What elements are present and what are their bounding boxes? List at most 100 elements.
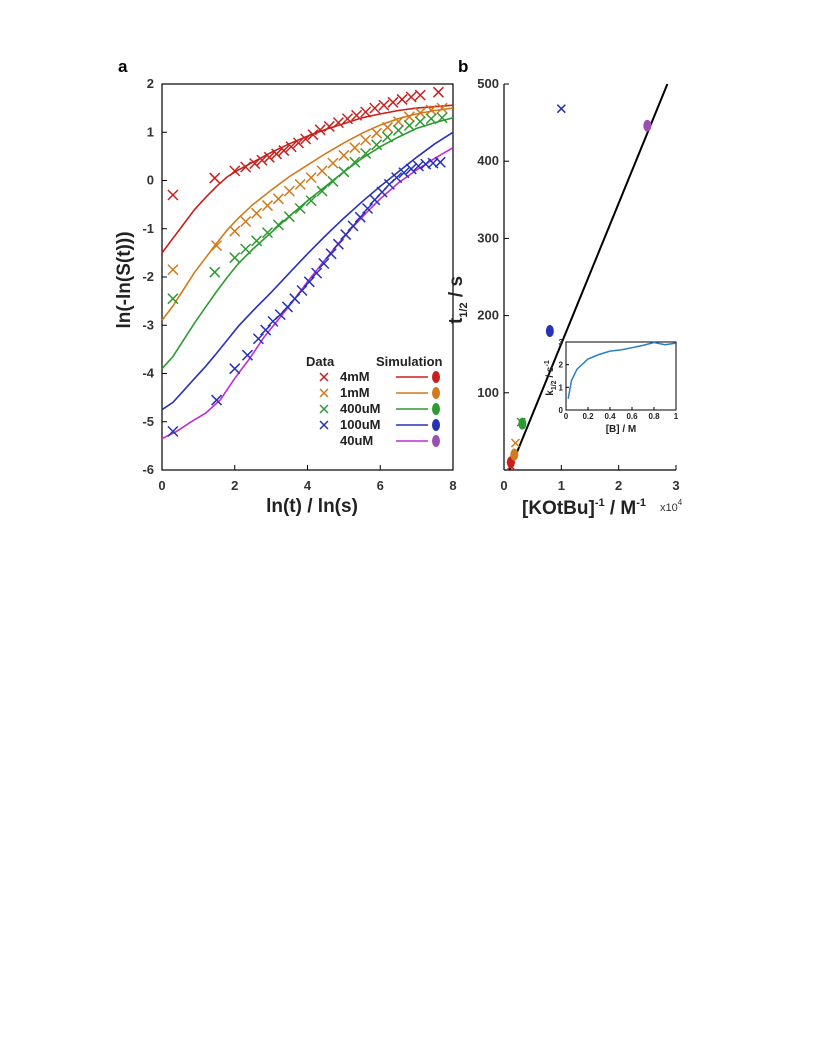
legend-sim-marker-4mM: [432, 371, 440, 383]
legend-marker-100uM: [319, 420, 329, 430]
data-marker-4mM: [271, 148, 283, 160]
legend-marker-1mM-stroke: [319, 388, 329, 398]
data-marker-100uM: [405, 163, 417, 175]
legend-label-1mM: 1mM: [340, 385, 370, 400]
legend-sim-marker-1mM: [432, 387, 440, 399]
data-marker-4mM-stroke: [414, 89, 426, 101]
panel-b-sim-marker: [545, 325, 554, 338]
panel-a-x-tick-label: 6: [377, 478, 384, 493]
simulation-line-1mM: [161, 107, 454, 321]
data-marker-100uM: [167, 425, 179, 437]
panel-b-sim-marker: [510, 448, 519, 461]
panel-a-y-tick-label: -4: [142, 366, 154, 381]
data-marker-100uM-stroke: [318, 257, 330, 270]
data-marker-4mM: [341, 113, 354, 125]
data-marker-4mM-stroke: [405, 91, 417, 103]
data-marker-400uM-stroke: [371, 139, 383, 151]
legend-label-400uM: 400uM: [340, 401, 380, 416]
data-marker-4mM-stroke: [167, 189, 179, 201]
data-marker-4mM-stroke: [360, 106, 372, 118]
inset-x-tick-label: 0.4: [604, 412, 616, 421]
panel-b-y-ticks: 100 200 300 400 500: [477, 76, 509, 400]
data-marker-400uM-stroke: [327, 175, 339, 187]
data-marker-4mM: [405, 91, 417, 103]
data-marker-100uM-stroke: [412, 160, 424, 172]
data-marker-4mM: [263, 151, 275, 163]
data-marker-4mM: [432, 86, 444, 98]
data-marker-100uM-stroke: [391, 172, 403, 184]
inset-y-axis-label: k1/2 / s-1: [544, 360, 558, 396]
data-marker-4mM: [378, 99, 390, 111]
data-marker-400uM-stroke: [392, 124, 404, 136]
panel-b-fit-line: [508, 83, 669, 471]
panel-a-y-tick-label: -5: [142, 414, 154, 429]
data-marker-4mM: [167, 189, 179, 201]
data-marker-1mM: [392, 116, 404, 128]
data-marker-1mM: [294, 178, 306, 190]
data-marker-1mM: [414, 107, 426, 119]
panel-b-x-tick-label: 0: [500, 478, 507, 493]
data-marker-400uM: [261, 227, 274, 239]
data-marker-100uM-stroke: [434, 156, 446, 168]
data-marker-4mM-stroke: [292, 137, 304, 149]
data-marker-1mM-stroke: [294, 178, 306, 190]
inset-x-tick-label: 0.6: [626, 412, 638, 421]
data-marker-4mM: [369, 102, 381, 114]
data-marker-400uM-stroke: [414, 116, 426, 128]
panel-b-data-marker: [506, 461, 516, 471]
data-marker-4mM-stroke: [351, 109, 363, 121]
data-marker-1mM-stroke: [327, 157, 339, 169]
legend-label-100uM: 100uM: [340, 417, 380, 432]
data-marker-1mM-stroke: [371, 127, 383, 139]
data-marker-400uM: [371, 139, 383, 151]
panel-b-data-marker-stroke: [510, 438, 520, 448]
data-marker-100uM: [340, 229, 352, 241]
legend-marker-400uM-stroke: [319, 404, 329, 414]
data-marker-1mM: [338, 149, 350, 161]
data-marker-4mM-stroke: [378, 99, 390, 111]
data-marker-100uM-stroke: [241, 349, 254, 361]
data-marker-100uM-stroke: [347, 220, 359, 232]
data-marker-1mM-stroke: [261, 200, 274, 212]
data-marker-4mM-stroke: [249, 158, 261, 170]
data-marker-1mM-stroke: [349, 142, 361, 154]
data-marker-4mM-stroke: [307, 129, 319, 141]
data-marker-400uM-stroke: [251, 235, 263, 247]
data-marker-1mM: [327, 157, 339, 169]
data-marker-100uM-stroke: [252, 333, 264, 345]
panel-a-x-tick-label: 8: [449, 478, 456, 493]
data-marker-4mM-stroke: [263, 151, 275, 163]
data-marker-4mM: [307, 129, 319, 141]
data-marker-1mM: [403, 111, 415, 123]
data-marker-400uM: [436, 112, 448, 124]
panel-a-y-tick-label: -1: [142, 221, 154, 236]
panel-a-y-ticks: -6 -5 -4 -3 -2 -1 0 1 2: [142, 76, 167, 477]
panel-a-x-tick-label: 4: [304, 478, 312, 493]
data-marker-400uM: [305, 195, 317, 207]
legend-marker-4mM: [319, 372, 329, 382]
inset-x-axis-label: [B] / M: [606, 424, 637, 435]
data-marker-100uM: [347, 220, 359, 232]
data-marker-1mM-stroke: [360, 134, 372, 146]
data-marker-4mM: [292, 137, 304, 149]
data-marker-100uM: [296, 284, 308, 297]
data-marker-100uM: [354, 211, 366, 223]
panel-b-sim-marker: [643, 119, 652, 132]
legend-marker-1mM: [319, 388, 329, 398]
panel-b-x-tick-label: 1: [558, 478, 565, 493]
data-marker-400uM-stroke: [229, 252, 241, 264]
data-marker-400uM-stroke: [272, 219, 284, 231]
simulation-line-100uM: [161, 131, 454, 411]
data-marker-100uM: [211, 394, 223, 406]
panel-b-y-axis-label: t1/2 / s: [446, 276, 470, 324]
data-marker-400uM-stroke: [360, 147, 372, 160]
data-marker-100uM: [361, 202, 374, 215]
data-marker-1mM: [360, 134, 372, 146]
data-marker-1mM-stroke: [272, 193, 284, 205]
panel-a-x-tick-label: 2: [231, 478, 238, 493]
data-marker-4mM: [332, 117, 344, 129]
panel-a-label: a: [118, 57, 128, 76]
data-marker-1mM: [283, 185, 295, 197]
data-marker-100uM: [311, 267, 323, 279]
